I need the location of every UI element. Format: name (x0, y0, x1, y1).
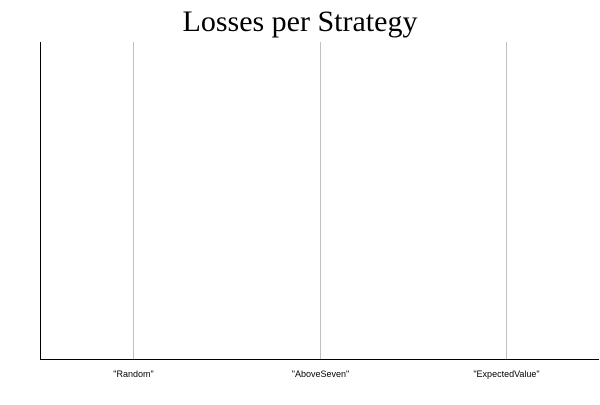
x-tick-label: "AboveSeven" (292, 369, 349, 379)
axis-layer (40, 42, 599, 360)
x-tick-label: "ExpectedValue" (473, 369, 539, 379)
grid-layer (133, 42, 507, 359)
label-layer: "Random" "AboveSeven" "ExpectedValue" (113, 369, 539, 379)
chart-title: Losses per Strategy (183, 5, 418, 38)
x-tick-label: "Random" (113, 369, 153, 379)
